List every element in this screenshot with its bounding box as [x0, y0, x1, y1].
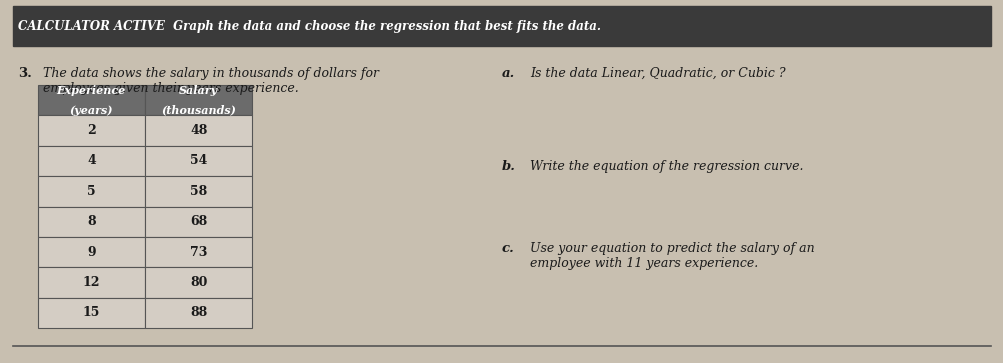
Text: 15: 15 [82, 306, 100, 319]
FancyBboxPatch shape [38, 207, 144, 237]
Text: 8: 8 [87, 215, 95, 228]
Text: Write the equation of the regression curve.: Write the equation of the regression cur… [530, 160, 802, 173]
Text: The data shows the salary in thousands of dollars for
employees given their year: The data shows the salary in thousands o… [43, 67, 378, 95]
Text: (years): (years) [69, 105, 113, 116]
FancyBboxPatch shape [144, 115, 252, 146]
Text: b.: b. [502, 160, 516, 173]
FancyBboxPatch shape [144, 298, 252, 328]
Text: Experience: Experience [57, 85, 126, 96]
FancyBboxPatch shape [13, 6, 990, 46]
Text: 80: 80 [190, 276, 208, 289]
Text: 73: 73 [190, 246, 208, 258]
Text: CALCULATOR ACTIVE  Graph the data and choose the regression that best fits the d: CALCULATOR ACTIVE Graph the data and cho… [18, 20, 600, 33]
Text: Salary: Salary [179, 85, 218, 96]
FancyBboxPatch shape [38, 146, 144, 176]
Text: 4: 4 [87, 154, 95, 167]
FancyBboxPatch shape [38, 85, 144, 115]
Text: 48: 48 [190, 124, 208, 137]
FancyBboxPatch shape [38, 298, 144, 328]
FancyBboxPatch shape [38, 176, 144, 207]
Text: Is the data Linear, Quadratic, or Cubic ?: Is the data Linear, Quadratic, or Cubic … [530, 67, 784, 80]
Text: 3.: 3. [18, 67, 32, 80]
Text: 5: 5 [87, 185, 95, 198]
FancyBboxPatch shape [38, 267, 144, 298]
Text: (thousands): (thousands) [161, 105, 236, 116]
Text: 9: 9 [87, 246, 95, 258]
FancyBboxPatch shape [38, 115, 144, 146]
Text: 58: 58 [190, 185, 208, 198]
Text: 68: 68 [190, 215, 208, 228]
Text: 2: 2 [87, 124, 95, 137]
FancyBboxPatch shape [144, 237, 252, 267]
FancyBboxPatch shape [144, 207, 252, 237]
FancyBboxPatch shape [144, 85, 252, 115]
Text: 88: 88 [190, 306, 208, 319]
Text: Use your equation to predict the salary of an
employee with 11 years experience.: Use your equation to predict the salary … [530, 242, 813, 270]
FancyBboxPatch shape [38, 237, 144, 267]
FancyBboxPatch shape [144, 176, 252, 207]
Text: c.: c. [502, 242, 515, 255]
Text: a.: a. [502, 67, 515, 80]
Text: 54: 54 [190, 154, 208, 167]
FancyBboxPatch shape [144, 267, 252, 298]
FancyBboxPatch shape [144, 146, 252, 176]
Text: 12: 12 [82, 276, 100, 289]
